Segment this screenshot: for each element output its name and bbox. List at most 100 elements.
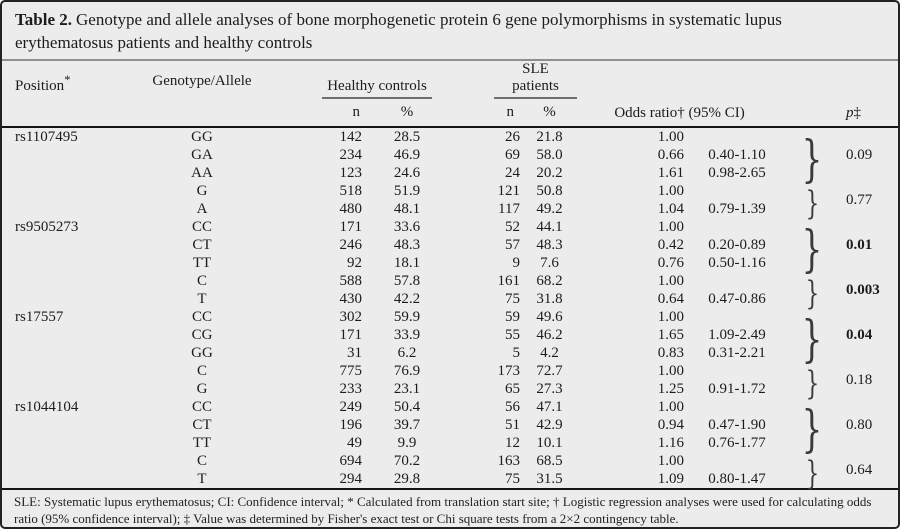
healthy-pct-cell: 23.1	[393, 380, 421, 397]
table-header: Position* Genotype/Allele Healthy contro…	[2, 61, 898, 127]
genotype-cell: T	[197, 470, 207, 487]
sle-pct-cell: 10.1	[536, 434, 563, 451]
position-cell: rs9505273	[15, 218, 79, 235]
ci-range-cell: 0.80-1.47	[708, 470, 766, 487]
sle-pct-cell: 27.3	[536, 380, 563, 397]
healthy-n-cell: 249	[339, 398, 363, 415]
odds-ratio-cell: 0.42	[657, 236, 685, 253]
genotype-cell: CC	[191, 308, 212, 325]
sle-pct-cell: 68.2	[536, 272, 563, 289]
p-value-cell: 0.80	[846, 416, 873, 433]
ci-range-cell: 0.91-1.72	[708, 380, 766, 397]
p-footnote-marker: ‡	[853, 104, 862, 121]
odds-ratio-cell: 0.94	[657, 416, 685, 433]
table-row: A 480 48.1 117 49.2 1.04 0.79-1.39	[2, 200, 898, 218]
sle-n-cell: 24	[505, 164, 520, 181]
table-row: T 294 29.8 75 31.5 1.09 0.80-1.47	[2, 470, 898, 488]
healthy-pct-cell: 42.2	[393, 290, 421, 307]
ci-range-cell: 0.98-2.65	[708, 164, 766, 181]
group-brace-cell: }	[801, 129, 823, 188]
header-healthy-n: n	[352, 104, 361, 121]
healthy-n-cell: 171	[339, 326, 363, 343]
sle-n-cell: 161	[497, 272, 521, 289]
odds-ratio-cell: 1.00	[657, 308, 685, 325]
healthy-pct-cell: 46.9	[393, 146, 421, 163]
table-body: rs1107495 GG 142 28.5 26 21.8 1.00} 0.09 GA 234 46…	[2, 127, 898, 492]
healthy-pct-cell: 39.7	[393, 416, 421, 433]
genotype-cell: CG	[191, 326, 213, 343]
healthy-pct-cell: 70.2	[393, 452, 421, 469]
group-brace-cell: }	[805, 182, 819, 222]
sle-n-cell: 69	[505, 146, 520, 163]
sle-pct-cell: 44.1	[536, 218, 563, 235]
odds-ratio-cell: 1.00	[657, 362, 685, 379]
sle-n-cell: 117	[498, 200, 520, 217]
header-healthy-controls: Healthy controls	[262, 61, 432, 100]
sle-pct-cell: 4.2	[540, 344, 559, 361]
table-row: CT 196 39.7 51 42.9 0.94 0.47-1.90	[2, 416, 898, 434]
healthy-n-cell: 142	[339, 128, 363, 145]
odds-ratio-cell: 1.00	[657, 218, 685, 235]
table-row: rs1044104 CC 249 50.4 56 47.1 1.00} 0.80	[2, 398, 898, 454]
table-row: C 588 57.8 161 68.2 1.00} 0.003	[2, 272, 898, 309]
ci-range-cell: 1.09-2.49	[708, 326, 766, 343]
odds-ratio-cell: 1.65	[657, 326, 685, 343]
group-brace-cell: }	[805, 452, 819, 492]
ci-range-cell	[692, 272, 782, 290]
p-value-cell: 0.01	[846, 236, 873, 253]
header-brace-spacer	[782, 61, 842, 127]
sle-n-cell: 121	[497, 182, 521, 199]
table-row: GA 234 46.9 69 58.0 0.66 0.40-1.10	[2, 146, 898, 164]
healthy-pct-cell: 9.9	[397, 434, 417, 451]
genotype-cell: C	[196, 362, 207, 379]
header-sle-pct: %	[543, 104, 556, 121]
odds-ratio-cell: 1.25	[657, 380, 685, 397]
sle-pct-cell: 48.3	[536, 236, 563, 253]
odds-ratio-cell: 0.76	[657, 254, 685, 271]
header-odds-ratio: Odds ratio† (95% CI)	[614, 104, 745, 121]
table-row: TT 49 9.9 12 10.1 1.16 0.76-1.77	[2, 434, 898, 452]
genotype-cell: TT	[192, 254, 212, 271]
healthy-pct-cell: 51.9	[393, 182, 421, 199]
odds-ratio-cell: 0.66	[657, 146, 685, 163]
table-row: rs1107495 GG 142 28.5 26 21.8 1.00} 0.09	[2, 127, 898, 184]
odds-ratio-cell: 1.00	[657, 182, 685, 199]
genotype-cell: GA	[191, 146, 213, 163]
sle-pct-cell: 68.5	[536, 452, 563, 469]
sle-n-cell: 52	[505, 218, 520, 235]
sle-n-cell: 5	[512, 344, 521, 361]
healthy-n-cell: 480	[339, 200, 363, 217]
healthy-pct-cell: 6.2	[397, 344, 417, 361]
p-value-cell: 0.64	[846, 461, 873, 478]
p-value-cell: 0.04	[846, 326, 873, 343]
group-brace-cell: }	[801, 219, 823, 278]
sle-n-cell: 56	[505, 398, 520, 415]
healthy-pct-cell: 33.6	[393, 218, 421, 235]
table-row: CT 246 48.3 57 48.3 0.42 0.20-0.89	[2, 236, 898, 254]
sle-n-cell: 75	[505, 470, 520, 487]
sle-pct-cell: 47.1	[536, 398, 563, 415]
genotype-cell: TT	[192, 434, 212, 451]
ci-range-cell: 0.76-1.77	[708, 434, 766, 451]
sle-n-cell: 173	[497, 362, 521, 379]
sle-pct-cell: 50.8	[536, 182, 563, 199]
sle-n-cell: 65	[505, 380, 520, 397]
genotype-cell: GG	[191, 344, 213, 361]
group-brace-cell: }	[805, 362, 819, 402]
healthy-n-cell: 775	[339, 362, 363, 379]
ci-range-cell	[692, 398, 782, 416]
sle-pct-cell: 42.9	[536, 416, 563, 433]
group-brace-cell: }	[801, 399, 823, 458]
healthy-n-cell: 294	[339, 470, 363, 487]
odds-ratio-cell: 1.04	[657, 200, 685, 217]
table-row: rs17557 CC 302 59.9 59 49.6 1.00} 0.04	[2, 308, 898, 364]
healthy-n-cell: 246	[339, 236, 363, 253]
healthy-n-cell: 49	[347, 434, 362, 451]
ci-range-cell	[692, 452, 782, 470]
ci-range-cell: 0.20-0.89	[708, 236, 766, 253]
sle-n-cell: 75	[505, 290, 520, 307]
sle-pct-cell: 58.0	[536, 146, 563, 163]
ci-range-cell	[692, 362, 782, 380]
position-cell: rs1107495	[15, 128, 78, 145]
